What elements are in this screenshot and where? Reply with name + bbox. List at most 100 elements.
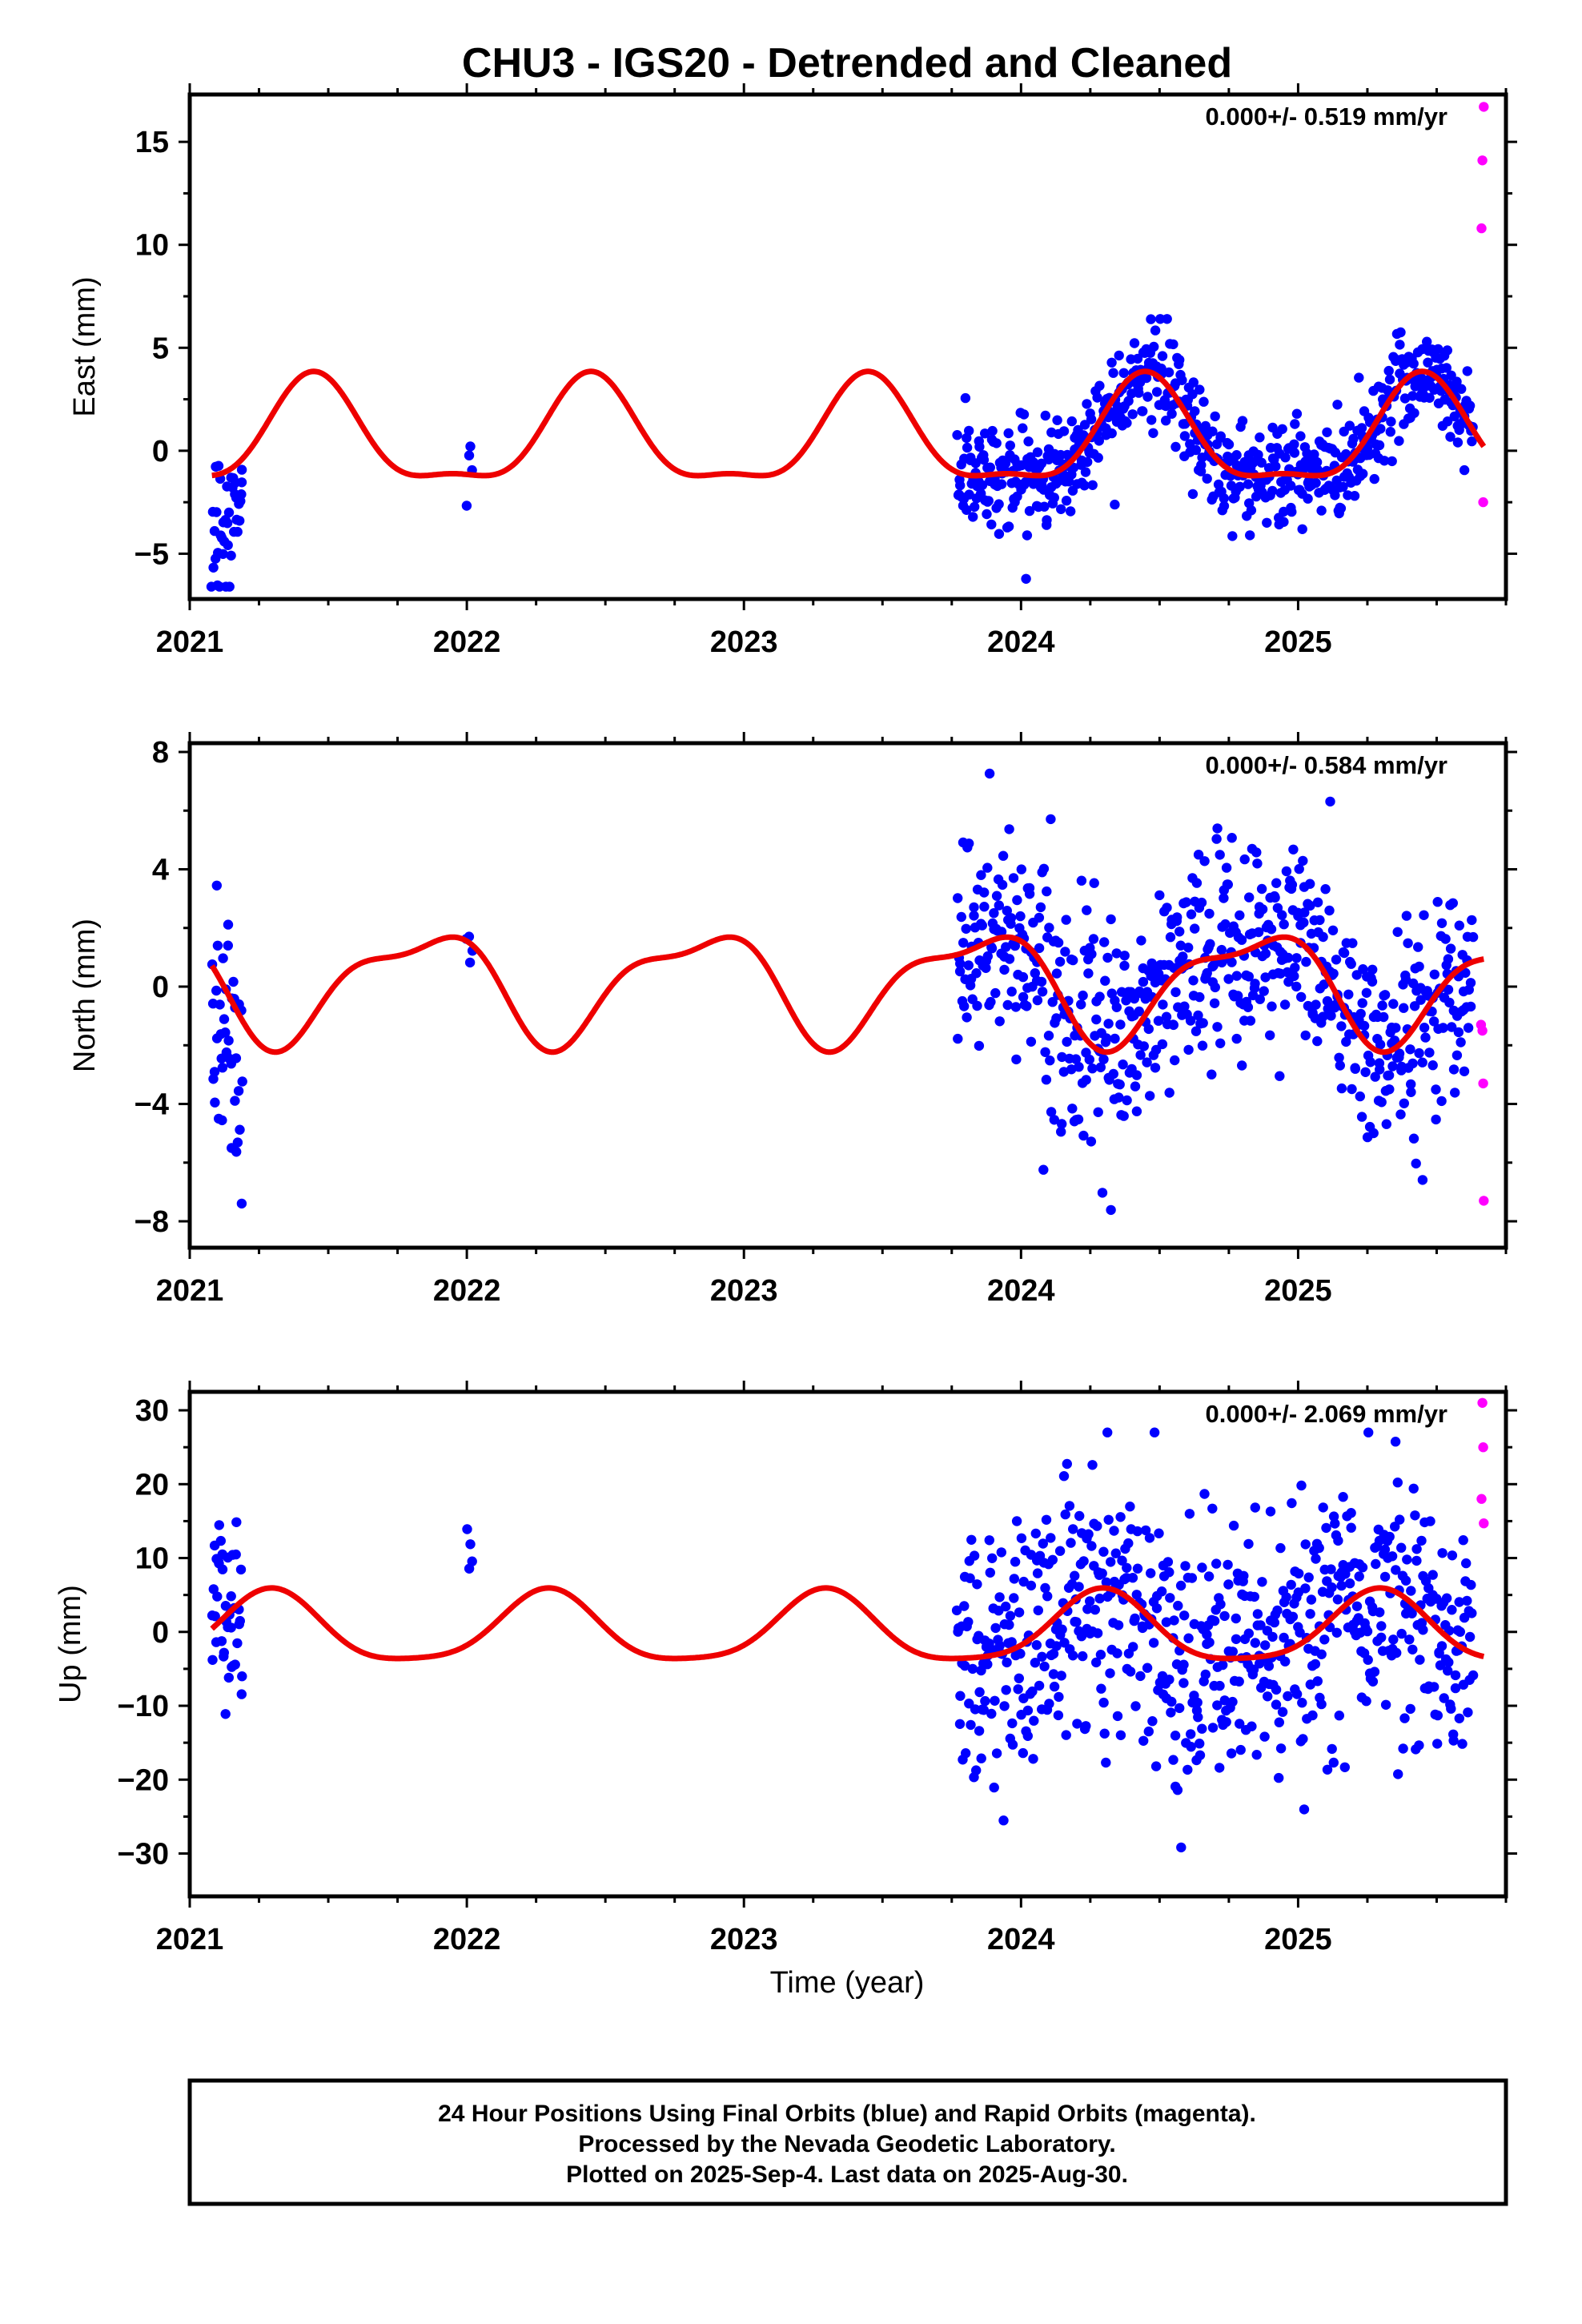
north-final-point: [1420, 1032, 1431, 1043]
north-final-point: [1191, 878, 1203, 888]
up-final-point: [1252, 1609, 1263, 1619]
north-x-tick-label: 2024: [987, 1274, 1055, 1308]
east-final-point: [1195, 384, 1205, 395]
up-final-point: [1175, 1580, 1186, 1591]
up-final-point: [978, 1705, 990, 1715]
north-final-point: [1106, 914, 1116, 925]
up-final-point: [1164, 1675, 1174, 1685]
north-final-point: [1102, 952, 1113, 963]
north-final-point: [1170, 987, 1181, 998]
panels: 2021 2022 2023 2024 2025 −5 0 5 10 15 East (mm) 0.0…: [54, 83, 1517, 1956]
north-final-point: [1417, 1175, 1428, 1185]
up-final-point: [964, 1699, 974, 1709]
up-final-point: [1361, 1696, 1371, 1707]
north-final-point: [1202, 967, 1212, 979]
up-final-point: [1101, 1757, 1111, 1768]
north-final-point: [1012, 895, 1022, 906]
north-final-point: [1002, 999, 1013, 1011]
north-final-point: [1279, 919, 1289, 930]
north-final-point: [1350, 1063, 1361, 1074]
east-final-point: [1151, 387, 1162, 397]
north-final-point: [961, 923, 971, 935]
north-final-point: [1118, 1111, 1129, 1121]
up-final-point: [1195, 1739, 1205, 1749]
north-final-point: [1183, 943, 1194, 953]
east-final-point: [1354, 372, 1364, 383]
up-final-point: [951, 1605, 962, 1616]
up-final-point: [235, 1564, 247, 1575]
up-final-point: [994, 1640, 1005, 1651]
north-final-point: [1447, 1022, 1457, 1032]
north-final-point: [1153, 1015, 1164, 1026]
north-final-point: [1010, 1002, 1022, 1012]
up-final-point: [1391, 1565, 1401, 1575]
north-final-point: [1456, 1037, 1466, 1047]
east-final-point: [1149, 341, 1159, 352]
north-final-point: [1459, 1066, 1470, 1077]
north-final-point: [1405, 1044, 1415, 1055]
up-final-point: [1005, 1610, 1016, 1621]
north-y-tick-label: 8: [152, 736, 169, 770]
up-final-point: [1326, 1564, 1336, 1574]
east-final-point: [1188, 377, 1199, 388]
up-frame: [187, 1389, 1508, 1899]
north-final-point: [1395, 1109, 1406, 1120]
up-final-point: [465, 1539, 476, 1550]
up-final-point: [1404, 1634, 1415, 1645]
up-final-point: [1463, 1707, 1473, 1718]
east-final-point: [1058, 426, 1070, 436]
up-final-point: [1115, 1730, 1126, 1740]
up-final-point: [1207, 1723, 1219, 1733]
north-final-point: [1288, 844, 1299, 855]
up-final-point: [1009, 1574, 1020, 1584]
up-final-point: [1251, 1750, 1262, 1760]
north-final-point: [1347, 1084, 1357, 1095]
east-final-point: [1231, 460, 1242, 471]
north-final-point: [1408, 1133, 1419, 1144]
east-x-tick-label: 2022: [433, 625, 501, 659]
east-final-point: [1094, 380, 1105, 391]
up-final-point: [1400, 1575, 1411, 1586]
east-final-point: [1003, 521, 1014, 532]
north-final-point: [1360, 1067, 1371, 1078]
up-final-point: [1425, 1516, 1435, 1526]
east-y-tick-label: 15: [135, 126, 169, 159]
east-final-point: [1358, 468, 1368, 479]
north-final-point: [1199, 856, 1210, 866]
north-final-point: [1431, 1114, 1441, 1125]
up-final-point: [1275, 1542, 1286, 1554]
east-final-point: [982, 509, 992, 520]
up-final-point: [1178, 1659, 1189, 1670]
up-final-point: [1044, 1699, 1054, 1709]
up-final-point: [1443, 1666, 1453, 1676]
up-final-point: [1295, 1627, 1305, 1638]
up-final-point: [1087, 1460, 1098, 1470]
up-final-point: [1082, 1604, 1093, 1614]
up-final-point: [1203, 1571, 1215, 1582]
east-final-point: [1023, 436, 1034, 447]
up-final-point: [994, 1592, 1005, 1602]
up-final-point: [1287, 1498, 1297, 1509]
up-y-tick-label: 20: [135, 1468, 169, 1502]
up-final-point: [969, 1550, 980, 1561]
north-final-point: [1018, 991, 1029, 1003]
north-final-point: [1103, 1019, 1114, 1029]
up-final-point: [1046, 1533, 1056, 1543]
north-y-tick-label: −8: [135, 1205, 169, 1239]
east-final-point: [1441, 363, 1452, 373]
up-final-point: [236, 1689, 247, 1699]
north-final-point: [1383, 1070, 1395, 1081]
north-final-point: [1129, 993, 1140, 1004]
east-final-point: [978, 455, 990, 465]
up-final-point: [1287, 1611, 1299, 1622]
east-final-point: [1110, 499, 1120, 510]
north-final-point: [1255, 994, 1266, 1004]
east-final-point: [968, 512, 978, 522]
east-final-point: [1384, 374, 1395, 385]
up-final-point: [1146, 1568, 1156, 1578]
up-final-point: [1131, 1590, 1142, 1600]
east-final-point: [1386, 416, 1396, 427]
up-final-point: [1327, 1743, 1337, 1755]
east-final-point: [1297, 524, 1307, 534]
north-final-point: [232, 1137, 243, 1148]
